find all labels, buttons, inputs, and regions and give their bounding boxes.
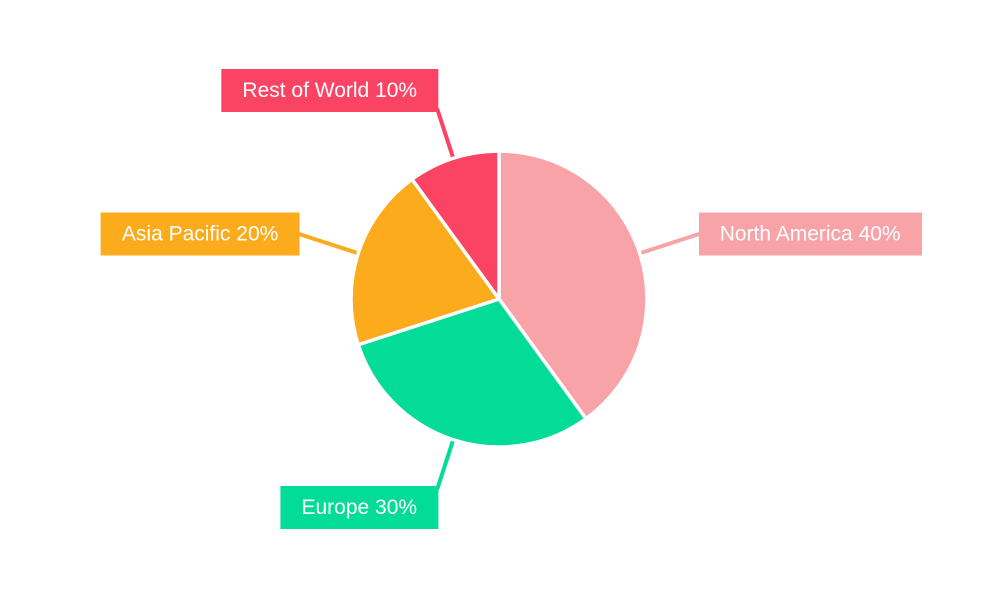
leader-line-asia-pacific <box>295 231 366 258</box>
pie-label-north-america: North America 40% <box>698 212 922 256</box>
pie-slice-asia-pacific[interactable] <box>349 177 501 347</box>
pie-label-rest-of-world: Rest of World 10% <box>221 68 439 112</box>
pie-label-europe: Europe 30% <box>280 486 439 530</box>
pie-slice-north-america[interactable] <box>497 149 649 421</box>
leader-line-north-america <box>632 231 703 258</box>
leader-line-europe <box>435 432 458 491</box>
pie-slice-europe[interactable] <box>356 297 588 449</box>
pie-label-asia-pacific: Asia Pacific 20% <box>100 212 300 256</box>
pie-slice-rest-of-world[interactable] <box>410 149 501 301</box>
leader-line-rest-of-world <box>435 107 458 166</box>
